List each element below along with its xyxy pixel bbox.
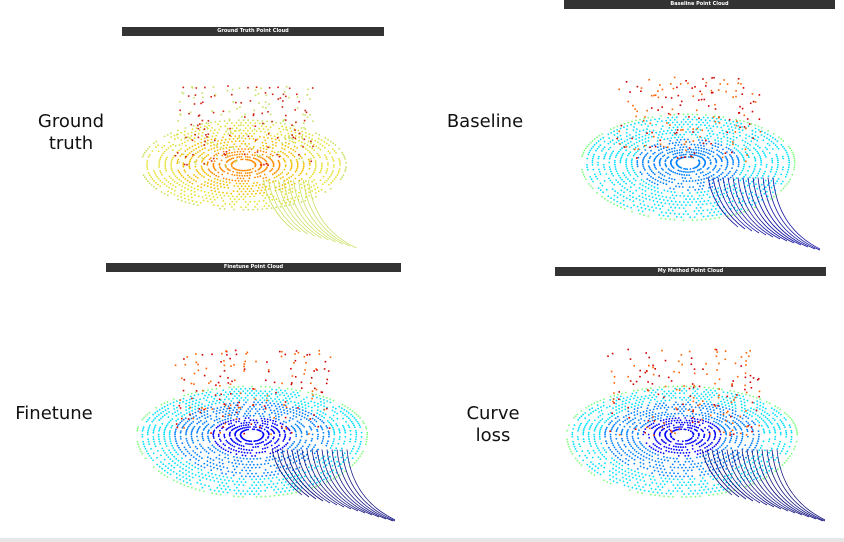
point-cloud-ground-truth-svg: [141, 85, 357, 249]
point-cloud-curve-loss: [565, 332, 825, 537]
point-cloud-ground-truth: [140, 70, 370, 260]
label-baseline: Baseline: [446, 111, 524, 132]
title-bar-ground-truth: Ground Truth Point Cloud: [122, 27, 384, 36]
point-cloud-finetune: [135, 332, 395, 537]
label-finetune: Finetune: [15, 403, 93, 424]
title-bar-finetune: Finetune Point Cloud: [106, 263, 401, 272]
point-cloud-finetune-svg: [136, 349, 395, 522]
point-cloud-baseline: [580, 60, 820, 265]
title-bar-my-method: My Method Point Cloud: [555, 267, 826, 276]
title-bar-baseline: Baseline Point Cloud: [564, 0, 835, 9]
label-curve-loss: Curve loss: [466, 403, 520, 446]
label-ground-truth: Ground truth: [37, 111, 105, 154]
point-cloud-baseline-svg: [581, 76, 820, 251]
bottom-strip: [0, 538, 844, 542]
point-cloud-curve-loss-svg: [566, 348, 825, 522]
